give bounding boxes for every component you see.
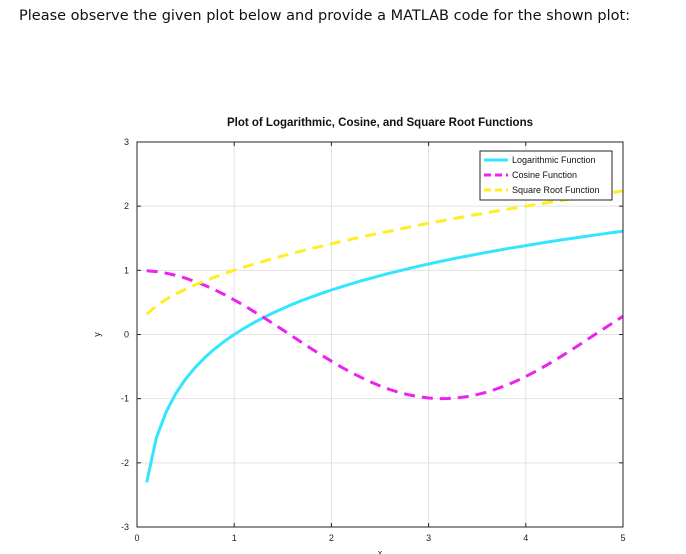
series-line-cosine-function — [146, 269, 623, 401]
y-tick-label: -3 — [121, 522, 129, 532]
chart-title: Plot of Logarithmic, Cosine, and Square … — [227, 117, 533, 129]
series-layer — [145, 189, 623, 483]
series-line-square-root-function — [145, 189, 623, 316]
legend-entry-label: Cosine Function — [512, 170, 577, 180]
x-tick-label: 0 — [134, 533, 139, 543]
x-tick-label: 4 — [523, 533, 528, 543]
x-axis-label: x — [378, 548, 383, 554]
question-text: Please observe the given plot below and … — [19, 8, 631, 24]
legend-entry-label: Logarithmic Function — [512, 155, 596, 165]
legend-entry-label: Square Root Function — [512, 185, 600, 195]
y-tick-label: -2 — [121, 458, 129, 468]
x-tick-label: 1 — [232, 533, 237, 543]
y-tick-label: 0 — [124, 330, 129, 340]
x-tick-label: 5 — [620, 533, 625, 543]
x-tick-label: 3 — [426, 533, 431, 543]
y-tick-label: -1 — [121, 394, 129, 404]
y-tick-label: 2 — [124, 201, 129, 211]
axis-ticks: 0 1 2 3 4 5 -3 -2 -1 0 1 2 3 — [121, 137, 626, 543]
legend: Logarithmic Function Cosine Function Squar… — [479, 150, 613, 201]
y-tick-label: 1 — [124, 265, 129, 275]
y-axis-label: y — [92, 332, 102, 337]
series-line-logarithmic-function — [145, 229, 623, 483]
y-tick-label: 3 — [124, 137, 129, 147]
x-tick-label: 2 — [329, 533, 334, 543]
